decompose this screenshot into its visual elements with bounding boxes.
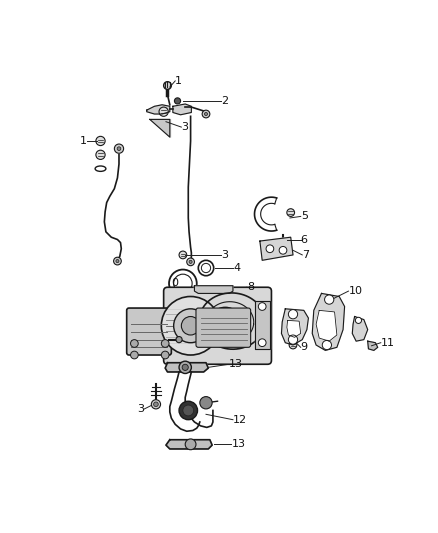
Polygon shape — [254, 301, 270, 349]
Circle shape — [131, 351, 138, 359]
Circle shape — [173, 440, 181, 448]
Circle shape — [187, 258, 194, 265]
Polygon shape — [287, 320, 301, 337]
Polygon shape — [194, 286, 233, 294]
Circle shape — [174, 98, 180, 104]
Polygon shape — [316, 310, 337, 341]
Circle shape — [205, 112, 208, 116]
Circle shape — [113, 257, 121, 265]
Circle shape — [289, 341, 297, 349]
Polygon shape — [282, 309, 308, 345]
Circle shape — [161, 340, 169, 348]
Text: 6: 6 — [301, 235, 308, 245]
Circle shape — [116, 260, 119, 263]
Text: 7: 7 — [302, 250, 309, 260]
Circle shape — [185, 439, 196, 450]
Circle shape — [151, 400, 161, 409]
Circle shape — [179, 361, 191, 374]
Polygon shape — [173, 104, 191, 115]
Circle shape — [194, 364, 202, 371]
Circle shape — [258, 303, 266, 310]
Circle shape — [176, 336, 182, 343]
Circle shape — [266, 245, 274, 253]
Circle shape — [288, 310, 298, 319]
Text: 0: 0 — [172, 278, 179, 288]
Text: 2: 2 — [221, 96, 229, 106]
FancyBboxPatch shape — [164, 287, 272, 364]
Circle shape — [280, 239, 286, 246]
Circle shape — [200, 397, 212, 409]
Circle shape — [258, 339, 266, 346]
Text: 12: 12 — [233, 415, 247, 425]
Circle shape — [198, 440, 206, 448]
Text: 4: 4 — [233, 263, 240, 273]
Text: 1: 1 — [175, 76, 182, 86]
Circle shape — [179, 401, 198, 419]
Text: 8: 8 — [247, 282, 254, 292]
Circle shape — [287, 209, 294, 216]
Text: 5: 5 — [301, 212, 308, 221]
Circle shape — [161, 296, 220, 355]
Circle shape — [325, 295, 334, 304]
Circle shape — [183, 405, 194, 416]
Circle shape — [208, 308, 242, 341]
Circle shape — [169, 364, 177, 371]
Circle shape — [173, 309, 208, 343]
Circle shape — [161, 351, 169, 359]
Circle shape — [288, 335, 298, 344]
Text: 3: 3 — [221, 250, 228, 260]
Text: 3: 3 — [138, 404, 145, 414]
Circle shape — [355, 317, 361, 324]
Text: 3: 3 — [181, 122, 188, 132]
Polygon shape — [147, 105, 170, 114]
Text: 13: 13 — [229, 359, 243, 369]
Text: 10: 10 — [349, 286, 362, 296]
Circle shape — [179, 251, 187, 259]
Circle shape — [189, 260, 192, 263]
FancyBboxPatch shape — [196, 308, 251, 348]
Circle shape — [117, 147, 121, 150]
Polygon shape — [312, 294, 345, 350]
Circle shape — [131, 340, 138, 348]
Circle shape — [322, 341, 332, 350]
Polygon shape — [352, 317, 367, 341]
Polygon shape — [166, 440, 212, 449]
FancyBboxPatch shape — [127, 308, 171, 355]
Circle shape — [96, 136, 105, 146]
Circle shape — [114, 144, 124, 154]
Polygon shape — [367, 341, 378, 350]
Circle shape — [159, 107, 168, 116]
Text: 9: 9 — [301, 342, 308, 352]
Circle shape — [181, 317, 200, 335]
Text: 1: 1 — [80, 136, 87, 146]
Circle shape — [279, 246, 287, 254]
Circle shape — [182, 364, 188, 370]
Circle shape — [96, 150, 105, 159]
Text: 11: 11 — [381, 338, 395, 348]
Circle shape — [164, 82, 171, 90]
Circle shape — [154, 402, 158, 407]
Polygon shape — [165, 363, 208, 372]
Circle shape — [202, 110, 210, 118]
Text: 13: 13 — [231, 439, 245, 449]
Polygon shape — [260, 237, 293, 260]
Polygon shape — [150, 119, 170, 137]
